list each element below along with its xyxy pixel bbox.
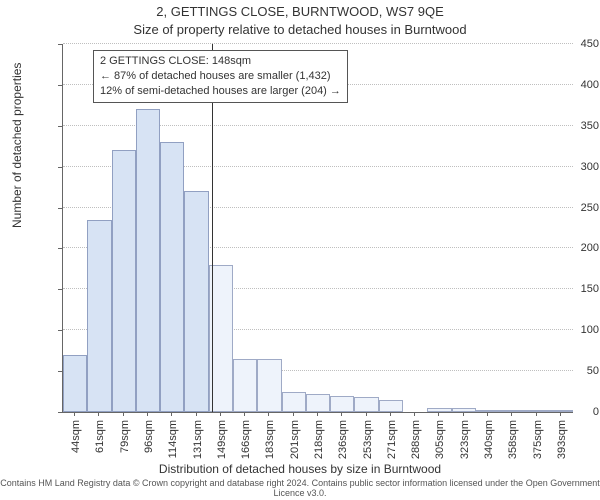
x-tick-label: 201sqm	[289, 420, 301, 459]
x-tick-mark	[414, 412, 415, 416]
histogram-bar	[136, 109, 160, 412]
histogram-bar	[112, 150, 136, 412]
x-tick-label: 288sqm	[410, 420, 422, 459]
x-tick-mark	[196, 412, 197, 416]
x-tick-mark	[293, 412, 294, 416]
histogram-bar	[233, 359, 257, 412]
x-tick-mark	[560, 412, 561, 416]
x-tick-label: 358sqm	[507, 420, 519, 459]
histogram-bar	[549, 410, 573, 412]
histogram-bar	[500, 410, 524, 412]
histogram-bar	[379, 400, 403, 412]
y-axis-label: Number of detached properties	[10, 63, 24, 228]
x-tick-mark	[511, 412, 512, 416]
annotation-line-2: ← 87% of detached houses are smaller (1,…	[100, 69, 341, 84]
x-axis-label: Distribution of detached houses by size …	[0, 462, 600, 476]
chart-container: 2, GETTINGS CLOSE, BURNTWOOD, WS7 9QE Si…	[0, 0, 600, 500]
annotation-line-1: 2 GETTINGS CLOSE: 148sqm	[100, 54, 341, 69]
histogram-bar	[257, 359, 281, 412]
x-tick-label: 271sqm	[386, 420, 398, 459]
gridline	[63, 43, 573, 44]
histogram-bar	[160, 142, 184, 412]
histogram-bar	[87, 220, 111, 412]
footer-text: Contains HM Land Registry data © Crown c…	[0, 478, 600, 498]
x-tick-mark	[98, 412, 99, 416]
x-tick-mark	[536, 412, 537, 416]
x-tick-mark	[171, 412, 172, 416]
x-tick-mark	[268, 412, 269, 416]
x-tick-label: 183sqm	[264, 420, 276, 459]
annotation-box: 2 GETTINGS CLOSE: 148sqm ← 87% of detach…	[93, 50, 348, 103]
x-tick-mark	[220, 412, 221, 416]
x-tick-mark	[74, 412, 75, 416]
chart-subtitle: Size of property relative to detached ho…	[0, 22, 600, 37]
histogram-bar	[306, 394, 330, 412]
x-tick-label: 131sqm	[192, 420, 204, 459]
histogram-bar	[427, 408, 451, 412]
x-tick-mark	[147, 412, 148, 416]
x-tick-mark	[366, 412, 367, 416]
x-tick-label: 218sqm	[313, 420, 325, 459]
chart-title: 2, GETTINGS CLOSE, BURNTWOOD, WS7 9QE	[0, 4, 600, 19]
x-tick-mark	[317, 412, 318, 416]
x-tick-mark	[463, 412, 464, 416]
histogram-bar	[184, 191, 208, 412]
x-tick-label: 96sqm	[143, 420, 155, 453]
histogram-bar	[330, 396, 354, 412]
x-tick-label: 166sqm	[240, 420, 252, 459]
x-tick-label: 323sqm	[459, 420, 471, 459]
x-tick-label: 236sqm	[337, 420, 349, 459]
x-tick-label: 44sqm	[70, 420, 82, 453]
annotation-line-3: 12% of semi-detached houses are larger (…	[100, 84, 341, 99]
x-tick-label: 114sqm	[167, 420, 179, 458]
x-tick-mark	[487, 412, 488, 416]
histogram-bar	[452, 408, 476, 412]
x-tick-label: 79sqm	[119, 420, 131, 453]
x-tick-mark	[341, 412, 342, 416]
histogram-bar	[524, 410, 548, 412]
x-tick-mark	[390, 412, 391, 416]
histogram-bar	[354, 397, 378, 412]
x-tick-label: 61sqm	[94, 420, 106, 453]
x-tick-label: 305sqm	[434, 420, 446, 459]
x-tick-mark	[438, 412, 439, 416]
histogram-bar	[63, 355, 87, 412]
x-tick-label: 393sqm	[556, 420, 568, 459]
x-tick-mark	[123, 412, 124, 416]
histogram-bar	[282, 392, 306, 412]
x-tick-label: 149sqm	[216, 420, 228, 459]
x-tick-label: 375sqm	[532, 420, 544, 459]
x-tick-label: 253sqm	[362, 420, 374, 459]
plot-area: 2 GETTINGS CLOSE: 148sqm ← 87% of detach…	[62, 44, 573, 413]
x-tick-mark	[244, 412, 245, 416]
x-tick-label: 340sqm	[483, 420, 495, 459]
